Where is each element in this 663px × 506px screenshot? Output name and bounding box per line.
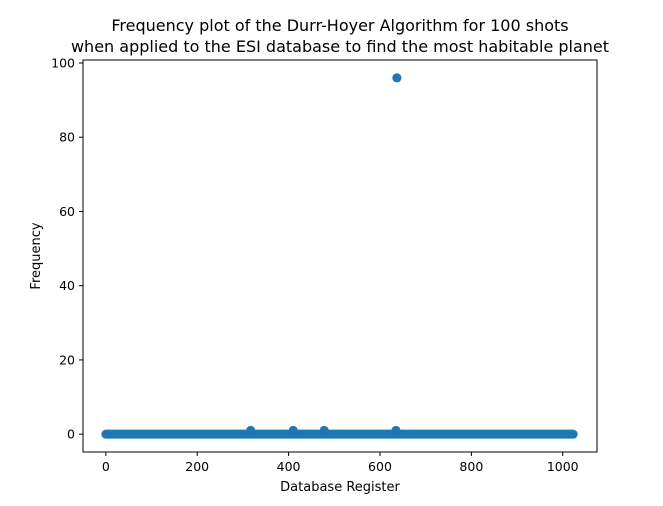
y-tick-label: 20 <box>59 352 75 367</box>
y-tick-label: 40 <box>59 278 75 293</box>
x-tick-label: 200 <box>185 459 209 474</box>
x-axis: 0 200 400 600 800 1000 <box>102 452 579 474</box>
chart-title: Frequency plot of the Durr-Hoyer Algorit… <box>111 16 568 35</box>
x-tick-label: 800 <box>459 459 483 474</box>
data-point <box>392 73 402 83</box>
data-point <box>391 425 401 436</box>
x-tick-label: 1000 <box>547 459 579 474</box>
y-tick-label: 80 <box>59 130 75 145</box>
y-tick-label: 60 <box>59 204 75 219</box>
data-point <box>319 425 329 436</box>
x-tick-label: 0 <box>102 459 110 474</box>
y-tick-label: 100 <box>51 55 75 70</box>
plot-area <box>101 73 578 439</box>
y-axis-label: Frequency <box>29 222 44 289</box>
data-point <box>288 425 298 436</box>
chart-subtitle: when applied to the ESI database to find… <box>71 37 609 56</box>
plot-frame <box>82 59 598 453</box>
x-tick-label: 600 <box>368 459 392 474</box>
x-tick-label: 400 <box>277 459 301 474</box>
y-axis: 0 20 40 60 80 100 <box>51 55 83 442</box>
data-point <box>246 425 256 436</box>
y-tick-label: 0 <box>67 427 75 442</box>
x-axis-label: Database Register <box>280 480 400 495</box>
